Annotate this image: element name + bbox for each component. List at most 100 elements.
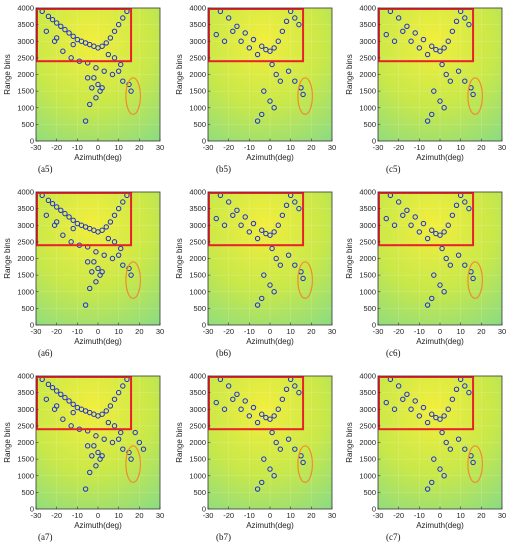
y-tick-label: 3500 <box>17 388 34 397</box>
scatter-point <box>443 439 449 446</box>
scatter-point <box>261 88 267 94</box>
x-tick-label: -20 <box>393 511 404 520</box>
panel-a7: -30 -20 -10 0 10 20 30 0 500 1000 1500 2000 2500 3000… <box>3 372 164 542</box>
scatter-point <box>120 78 126 84</box>
scatter-point <box>283 386 290 392</box>
y-tick-label: 1000 <box>17 103 34 112</box>
roi-box <box>378 376 475 431</box>
x-tick-label: 10 <box>286 511 294 520</box>
scatter-point <box>120 262 126 268</box>
scatter-point <box>424 235 431 242</box>
scatter-point <box>259 111 265 118</box>
ellipse-annotation <box>297 77 313 116</box>
x-tick-label: -20 <box>223 327 234 336</box>
scatter-point <box>441 105 447 111</box>
scatter-point <box>462 199 468 205</box>
scatter-point <box>238 222 244 228</box>
scatter-point <box>408 222 414 228</box>
scatter-point <box>62 394 68 401</box>
scatter-point <box>292 78 298 84</box>
scatter-point <box>455 436 462 442</box>
y-tick-label: 3000 <box>189 221 206 230</box>
y-tick-label: 1000 <box>17 471 34 480</box>
scatter-point <box>408 38 414 44</box>
scatter-point <box>449 396 456 402</box>
x-tick-label: 20 <box>307 327 315 336</box>
y-tick-label: 500 <box>21 488 34 497</box>
y-tick-label: 2000 <box>189 70 206 79</box>
y-tick-label: 3000 <box>17 37 34 46</box>
scatter-point <box>269 429 275 436</box>
scatter-point <box>53 20 60 26</box>
scatter-point <box>429 227 435 233</box>
panel-label: (a5) <box>38 164 53 174</box>
y-tick-label: 2500 <box>17 53 34 62</box>
scatter-point <box>70 33 76 39</box>
scatter-point <box>424 118 431 124</box>
y-tick-label: 2500 <box>189 237 206 246</box>
scatter-point <box>267 98 273 104</box>
scatter-point <box>230 396 236 402</box>
scatter-point <box>391 406 398 412</box>
scatter-point <box>462 262 468 268</box>
x-axis-label: Azimuth(deg) <box>74 337 122 346</box>
scatter-point <box>68 239 74 245</box>
scatter-point <box>101 68 107 74</box>
x-tick-label: -10 <box>414 511 425 520</box>
scatter-point <box>109 439 116 446</box>
x-tick-label: 10 <box>286 143 294 152</box>
scatter-point <box>259 479 265 486</box>
x-tick-label: 20 <box>477 143 485 152</box>
y-tick-label: 2500 <box>189 53 206 62</box>
scatter-point <box>43 212 50 218</box>
y-axis-label: Range bins <box>345 238 354 278</box>
y-tick-label: 1500 <box>17 87 34 96</box>
y-tick-label: 3500 <box>189 204 206 213</box>
y-tick-label: 4000 <box>189 188 206 197</box>
scatter-point <box>420 404 427 411</box>
x-tick-label: 0 <box>438 143 442 152</box>
x-tick-label: -10 <box>244 511 255 520</box>
x-tick-label: -20 <box>393 143 404 152</box>
scatter-point <box>62 210 68 217</box>
y-tick-label: 500 <box>193 120 206 129</box>
y-tick-label: 0 <box>372 505 376 514</box>
scatter-point <box>118 61 124 68</box>
scatter-point <box>404 391 410 397</box>
x-tick-label: 10 <box>456 511 464 520</box>
scatter-point <box>105 235 112 242</box>
scatter-point <box>437 98 443 104</box>
scatter-point <box>49 16 56 23</box>
scatter-point <box>225 383 232 389</box>
scatter-point <box>283 18 290 24</box>
scatter-point <box>118 429 124 436</box>
scatter-point <box>283 202 290 209</box>
scatter-point <box>453 386 460 392</box>
scatter-point <box>443 255 449 262</box>
plot-background <box>208 8 332 141</box>
ellipse-annotation <box>125 261 141 299</box>
scatter-point <box>115 252 122 258</box>
scatter-point <box>437 416 443 422</box>
x-tick-label: -20 <box>51 143 62 152</box>
scatter-point <box>429 295 435 302</box>
y-tick-label: 3500 <box>359 20 376 29</box>
y-tick-label: 0 <box>202 137 206 146</box>
x-tick-label: 20 <box>135 511 143 520</box>
scatter-point <box>111 212 118 218</box>
x-axis-label: Azimuth(deg) <box>416 153 464 162</box>
scatter-point <box>462 446 468 452</box>
y-tick-label: 2000 <box>17 254 34 263</box>
scatter-point <box>87 285 93 292</box>
y-tick-label: 1000 <box>359 471 376 480</box>
x-tick-label: -10 <box>414 327 425 336</box>
scatter-point <box>43 28 50 34</box>
scatter-point <box>395 383 402 389</box>
scatter-point <box>447 78 454 84</box>
scatter-point <box>111 423 118 429</box>
scatter-point <box>275 38 281 44</box>
scatter-point <box>82 302 89 308</box>
y-tick-label: 1000 <box>189 471 206 480</box>
x-tick-label: 10 <box>456 327 464 336</box>
